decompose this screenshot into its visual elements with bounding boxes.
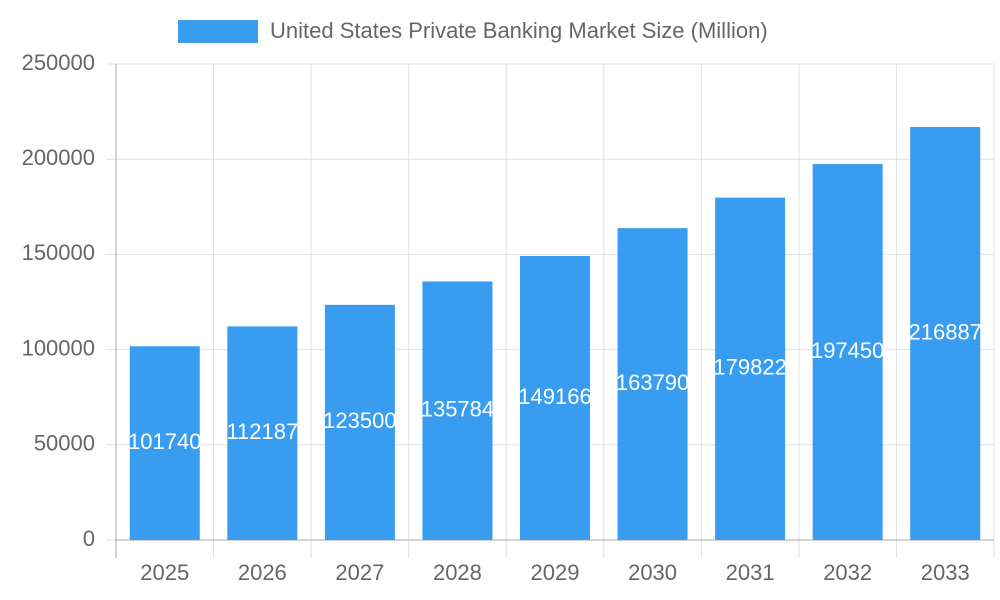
y-tick-label: 50000 [34, 431, 95, 456]
x-tick-label: 2031 [726, 560, 775, 585]
data-label: 112187 [226, 419, 298, 444]
data-label: 197450 [811, 338, 884, 363]
bar [129, 346, 200, 540]
data-label: 101740 [128, 429, 201, 454]
bar [715, 197, 786, 541]
bar [617, 228, 688, 540]
x-tick-label: 2027 [335, 560, 384, 585]
bar [324, 304, 395, 540]
data-label: 216887 [909, 319, 982, 344]
x-tick-label: 2033 [921, 560, 970, 585]
bar [812, 164, 883, 540]
x-tick-label: 2029 [531, 560, 580, 585]
bar [910, 127, 981, 540]
x-tick-label: 2026 [238, 560, 287, 585]
bar [227, 326, 298, 540]
y-tick-label: 200000 [22, 145, 95, 170]
legend-swatch [178, 20, 258, 43]
data-label: 149166 [518, 384, 591, 409]
x-tick-label: 2032 [823, 560, 872, 585]
y-tick-label: 0 [83, 526, 95, 551]
bar [422, 281, 493, 540]
data-label: 179822 [713, 355, 786, 380]
y-tick-label: 250000 [22, 50, 95, 75]
data-label: 123500 [323, 408, 396, 433]
y-tick-label: 150000 [22, 240, 95, 265]
y-tick-label: 100000 [22, 335, 95, 360]
bar [520, 255, 590, 541]
x-tick-label: 2030 [628, 560, 677, 585]
legend-label: United States Private Banking Market Siz… [270, 18, 768, 43]
x-tick-label: 2025 [140, 560, 189, 585]
data-label: 163790 [616, 370, 689, 395]
data-label: 135784 [421, 397, 494, 422]
x-tick-label: 2028 [433, 560, 482, 585]
